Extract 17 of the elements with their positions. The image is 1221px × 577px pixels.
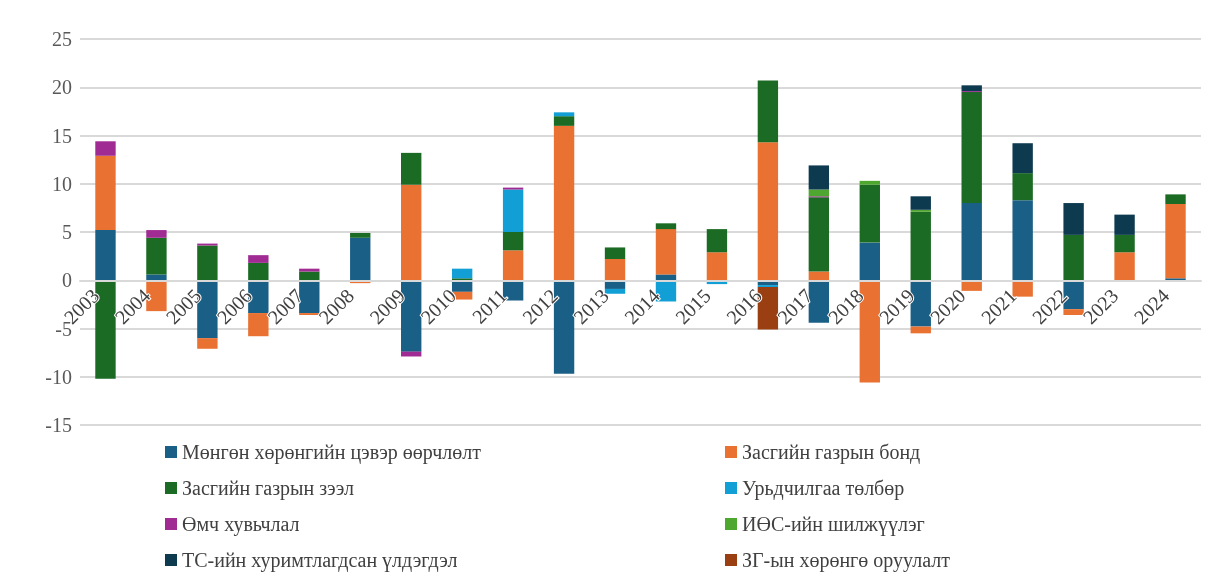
legend-label: Засгийн газрын зээл <box>182 477 354 500</box>
legend-label: ТС-ийн хуримтлагдсан үлдэгдэл <box>182 549 458 572</box>
legend-label: Урьдчилгаа төлбөр <box>742 477 905 500</box>
y-tick-label: 15 <box>52 124 72 147</box>
y-tick-label: 5 <box>62 221 72 243</box>
legend-label: Засгийн газрын бонд <box>742 441 921 464</box>
y-tick-label: 10 <box>52 172 72 195</box>
y-tick-label: -15 <box>45 414 72 436</box>
legend-label: ЗГ-ын хөрөнгө оруулалт <box>742 549 951 572</box>
y-tick-label: 20 <box>52 76 72 99</box>
legend-label: Өмч хувьчлал <box>182 513 300 536</box>
x-tick-label: 2011 <box>467 284 511 328</box>
y-tick-label: 0 <box>62 269 72 292</box>
legend-label: Мөнгөн хөрөнгийн цэвэр өөрчлөлт <box>182 441 482 464</box>
y-tick-label: -10 <box>45 365 72 388</box>
legend-label: ИӨС-ийн шилжүүлэг <box>742 513 925 536</box>
y-tick-label: 25 <box>52 28 72 50</box>
